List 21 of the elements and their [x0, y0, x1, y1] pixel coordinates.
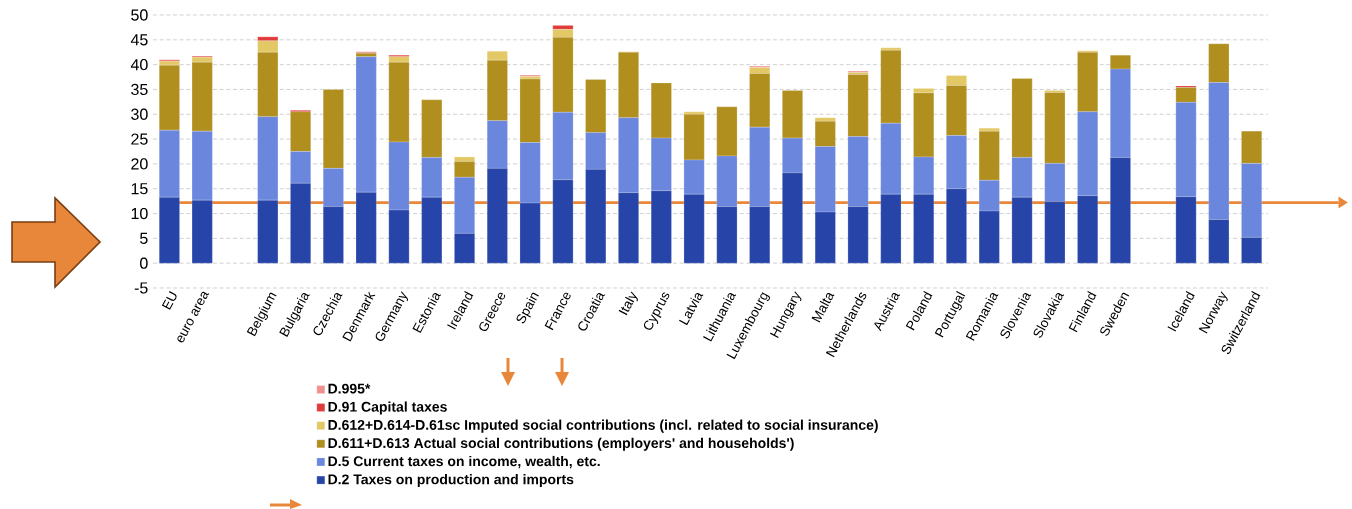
x-tick-label: Italy	[618, 291, 638, 316]
y-tick-label: 35	[131, 83, 148, 96]
x-tick-label: EU	[161, 291, 177, 310]
legend-label: D.5 Current taxes on income, wealth, etc.	[328, 455, 600, 469]
y-tick-label: 0	[140, 257, 148, 269]
x-tick-label: euro area	[177, 291, 210, 343]
y-tick-label: 10	[131, 207, 148, 220]
y-tick-label: -5	[134, 282, 148, 294]
y-tick-label: 50	[131, 9, 148, 21]
y-tick-label: 15	[131, 183, 148, 195]
legend-label: D.2 Taxes on production and imports	[328, 474, 574, 488]
legend-label: D.91 Capital taxes	[328, 401, 447, 415]
legend-label: D.612+D.614-D.61sc Imputed social contributions (incl. related to social insurance)	[328, 419, 878, 433]
legend-label: D.995*	[328, 383, 371, 394]
y-tick-label: 5	[140, 232, 148, 244]
legend-label: D.611+D.613 Actual social contributions (employers' and households')	[328, 437, 794, 451]
y-tick-label: 30	[131, 108, 148, 120]
y-tick-label: 40	[130, 58, 148, 71]
y-tick-label: 45	[130, 34, 148, 46]
y-tick-label: 25	[131, 133, 148, 145]
y-tick-label: 20	[131, 158, 148, 170]
